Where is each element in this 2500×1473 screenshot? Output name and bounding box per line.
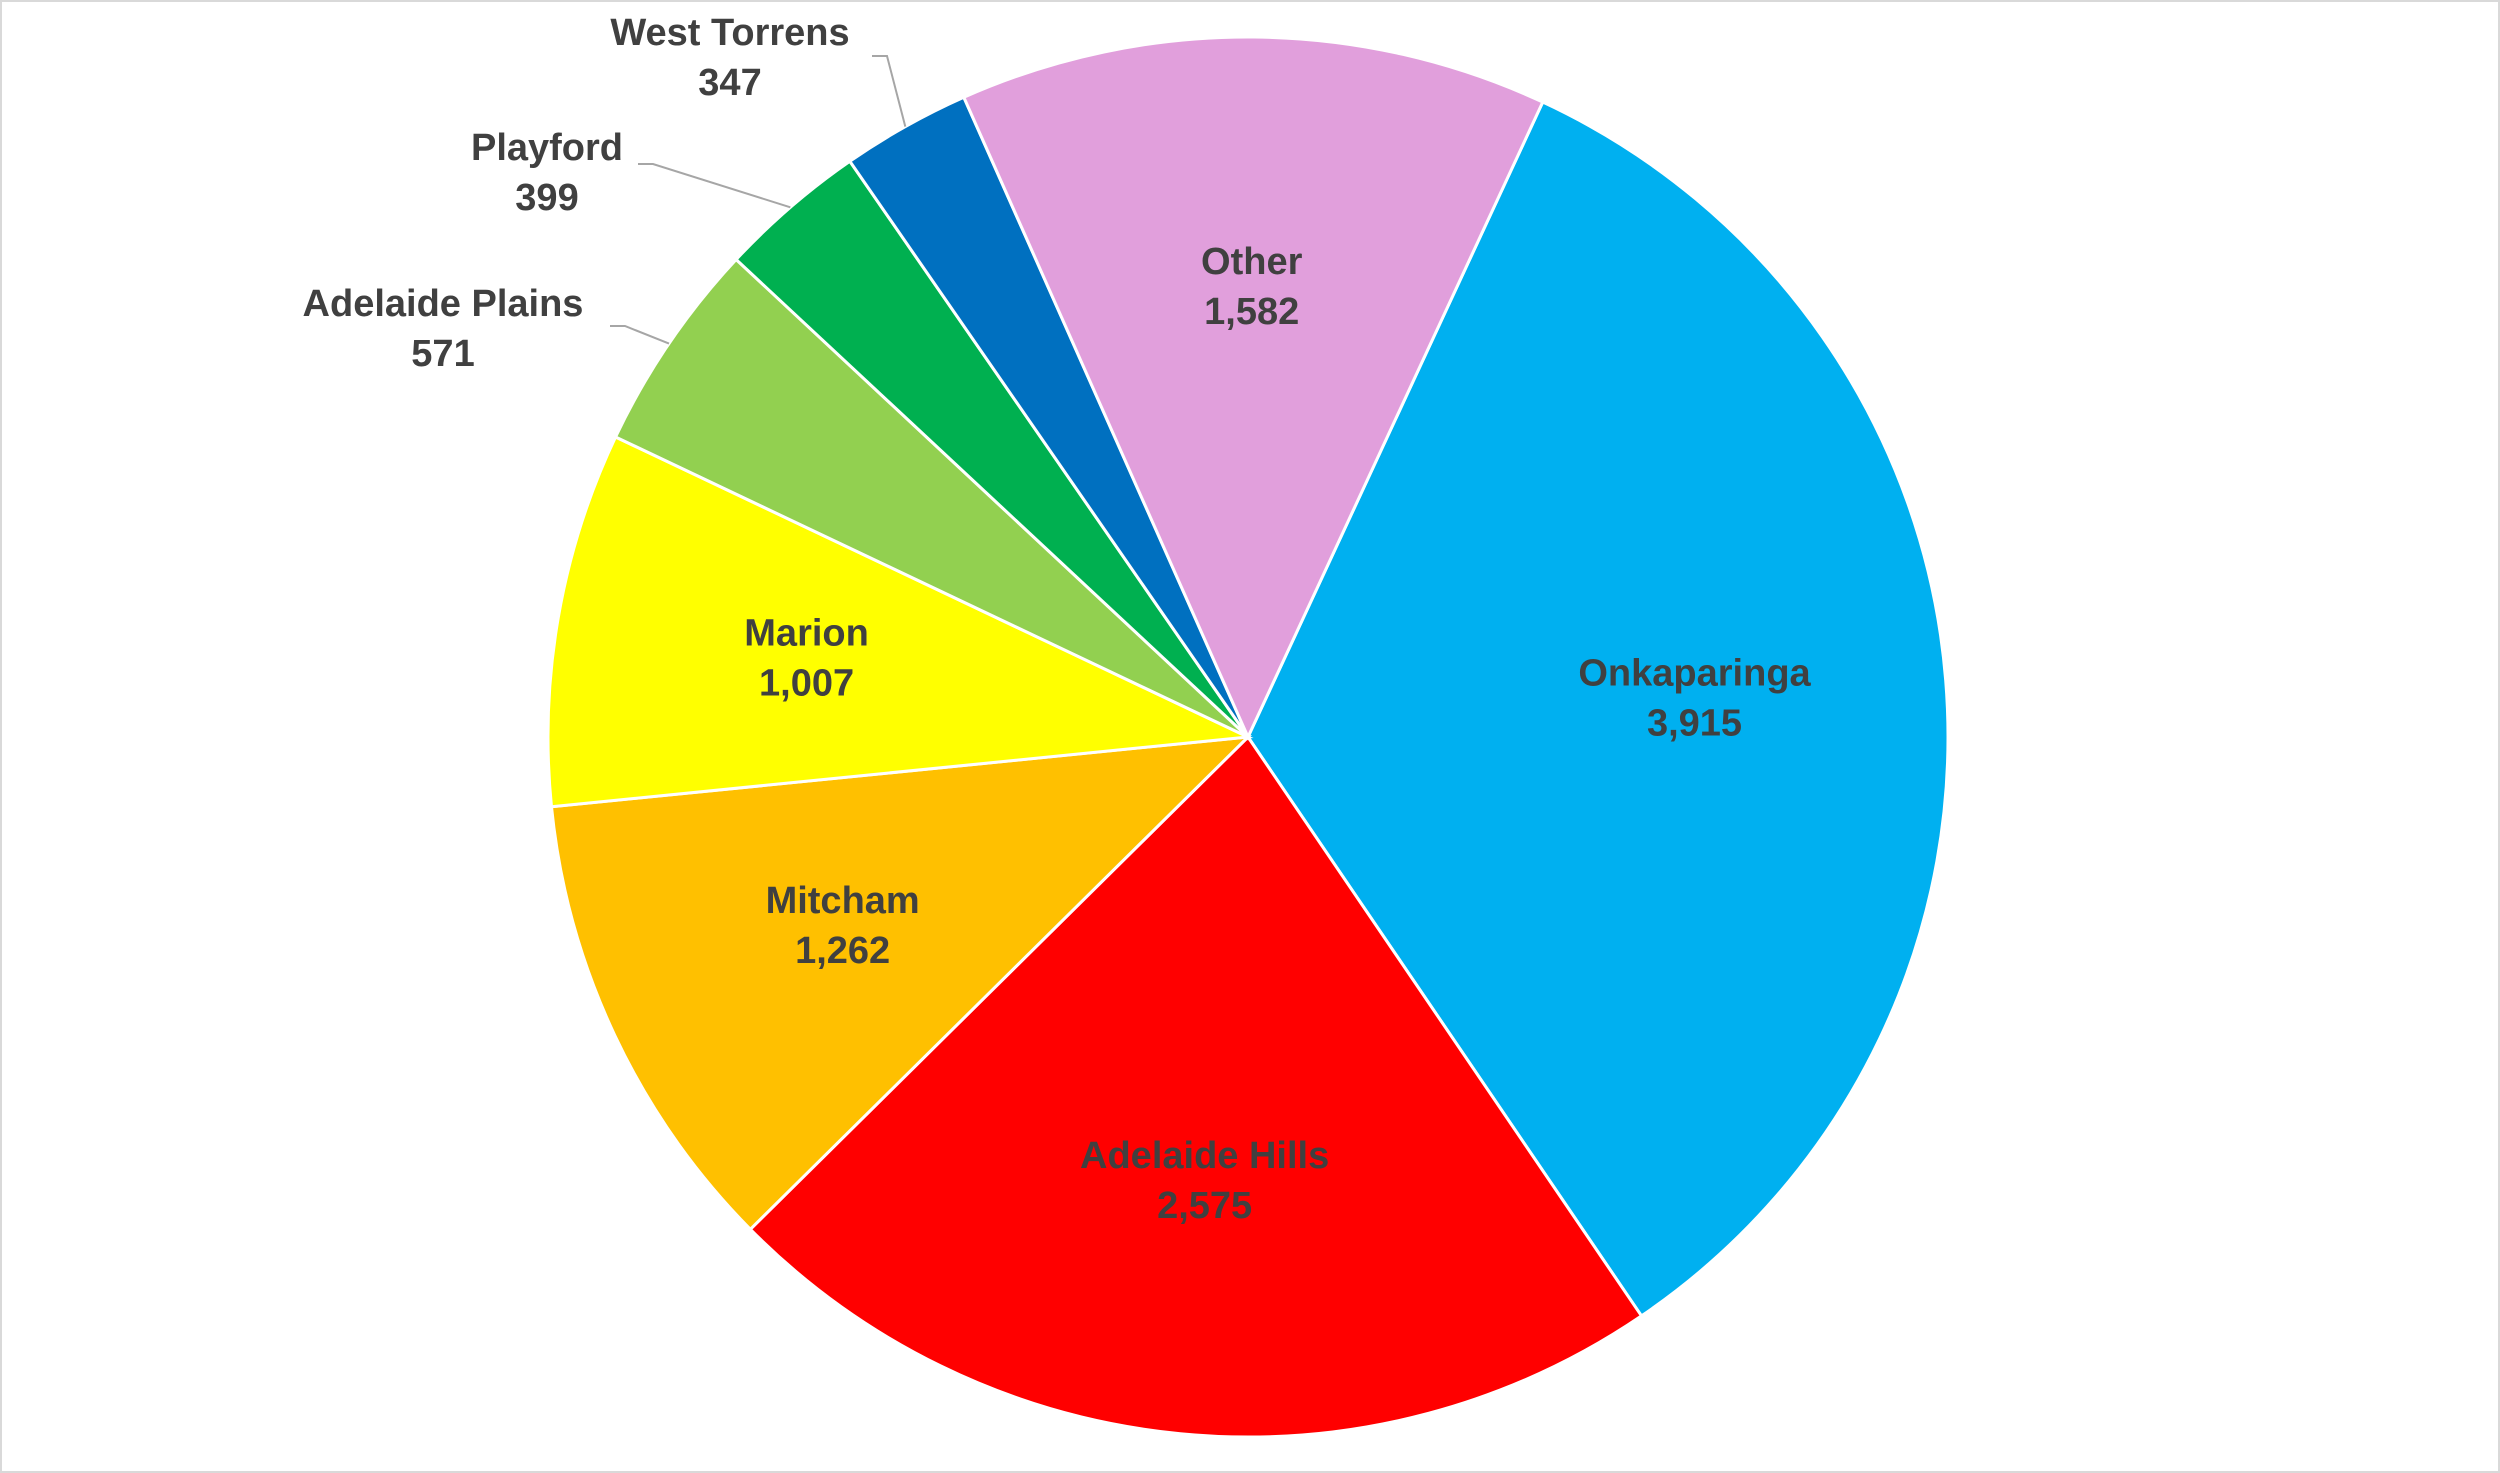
- pie-slice: [748, 734, 1644, 1439]
- slice-label: Marion: [744, 613, 869, 655]
- value-label: 571: [411, 333, 474, 375]
- value-label: 3,915: [1647, 703, 1742, 745]
- slice-label: West Torrens: [610, 12, 849, 54]
- slice-label: Playford: [471, 127, 623, 169]
- leader-line: [638, 163, 791, 209]
- value-label: 1,582: [1204, 291, 1299, 333]
- slice-label: Onkaparinga: [1578, 653, 1811, 695]
- leader-line: [872, 55, 907, 127]
- pie-slice: [1246, 100, 1950, 1319]
- value-label: 1,007: [759, 663, 854, 705]
- slice-label: Adelaide Plains: [303, 283, 584, 325]
- slice-label: Mitcham: [766, 880, 920, 922]
- pie-slice: [961, 35, 1545, 741]
- slice-label: Other: [1201, 241, 1303, 283]
- pie-slice: [549, 735, 1253, 1232]
- value-label: 1,262: [795, 930, 890, 972]
- value-label: 347: [698, 62, 761, 104]
- value-label: 399: [515, 177, 578, 219]
- pie-slice: [546, 434, 1254, 809]
- slice-label: Adelaide Hills: [1080, 1135, 1329, 1177]
- leader-line: [610, 325, 670, 345]
- value-label: 2,575: [1157, 1185, 1252, 1227]
